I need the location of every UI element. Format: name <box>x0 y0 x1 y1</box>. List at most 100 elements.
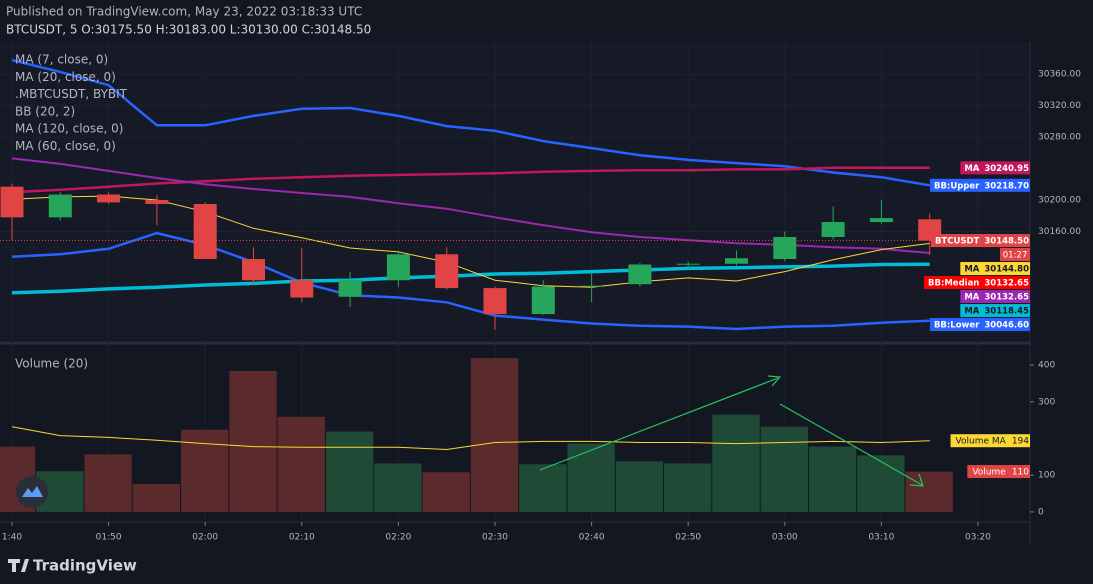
arrow <box>779 403 923 486</box>
volume-bar <box>519 464 567 512</box>
y-tick-label: 30280.00 <box>1038 133 1081 143</box>
volume-bar <box>905 471 953 512</box>
candle-body <box>435 254 459 289</box>
x-tick-label: 02:00 <box>192 533 218 543</box>
price-label-value: 30240.95 <box>984 164 1029 174</box>
price-label-name: BB:Lower <box>934 321 980 331</box>
volume-bar <box>808 446 857 512</box>
price-label-value: 30132.65 <box>984 293 1029 303</box>
volume-bar <box>857 455 905 512</box>
legend-entry: MA (7, close, 0) <box>15 53 108 67</box>
price-label-box <box>929 178 1030 192</box>
price-label-box <box>960 304 1030 318</box>
volume-bar <box>664 463 712 512</box>
x-tick-label: 02:40 <box>579 533 605 543</box>
candle-body <box>386 254 410 281</box>
candle-body <box>0 186 24 218</box>
candle-body <box>725 258 748 264</box>
legend-entry: BB (20, 2) <box>15 104 75 118</box>
volume-tick-label: 0 <box>1038 507 1044 517</box>
price-label-name: MA <box>964 307 979 317</box>
annotations <box>539 375 924 487</box>
price-label-box <box>960 262 1030 276</box>
volume-bar <box>277 416 325 512</box>
candle-body <box>483 288 507 315</box>
volume-label-value: 194 <box>1012 437 1029 447</box>
indicator-line <box>11 262 930 295</box>
price-label-value: 30144.80 <box>984 265 1029 275</box>
legend-entry: MA (120, close, 0) <box>15 122 123 136</box>
x-tick-label: 03:00 <box>772 533 798 543</box>
candle-body <box>97 194 121 203</box>
candle-body <box>869 218 893 223</box>
indicator-line <box>11 231 930 331</box>
x-tick-label: 03:20 <box>965 533 991 543</box>
x-tick-label: 02:10 <box>289 533 315 543</box>
volume-tick-label: 400 <box>1038 361 1055 371</box>
x-tick-label: 02:50 <box>675 533 701 543</box>
candle-body <box>628 264 652 285</box>
indicator-line <box>11 58 930 187</box>
tv-logo <box>8 559 29 572</box>
candle-body <box>242 259 265 281</box>
volume-tick-label: 300 <box>1038 397 1055 407</box>
price-label-box <box>929 318 1030 332</box>
price-label-box <box>930 234 1030 248</box>
price-pane <box>0 42 1030 340</box>
symbol-info: BTCUSDT, 5 O:30175.50 H:30183.00 L:30130… <box>6 23 371 37</box>
y-tick-label: 30320.00 <box>1038 101 1081 111</box>
legend-entry: .MBTCUSDT, BYBIT <box>15 87 128 101</box>
y-tick-label: 30360.00 <box>1038 70 1081 80</box>
price-label-name: BB:Upper <box>934 181 980 191</box>
arrow-head <box>909 473 924 487</box>
x-tick-label: 02:20 <box>385 533 411 543</box>
price-label-value: 30148.50 <box>984 237 1029 247</box>
volume-label-box <box>950 434 1030 448</box>
indicator-line <box>11 166 930 194</box>
legend-entry: MA (60, close, 0) <box>15 139 116 153</box>
brand: TradingView <box>33 557 137 575</box>
plot: 1:40 01:50 02:00 02:10 02:20 02:30 02:40 02:50 0… <box>0 42 1081 543</box>
volume-label-name: Volume <box>972 468 1006 478</box>
candle-body <box>48 194 72 218</box>
volume-bar <box>84 454 132 512</box>
price-label-name: MA <box>964 293 979 303</box>
price-label-value: 30132.65 <box>984 279 1029 289</box>
volume-label-value: 110 <box>1012 468 1029 478</box>
candle-body <box>676 263 700 265</box>
price-label-name: MA <box>964 164 979 174</box>
volume-bar <box>615 461 664 512</box>
published: Published on TradingView.com, May 23, 20… <box>6 5 362 19</box>
volume-bar <box>132 484 181 512</box>
volume-tick-label: 100 <box>1038 471 1055 481</box>
volume-bar <box>470 358 519 512</box>
candle-body <box>193 203 217 260</box>
price-label-name: BTCUSDT <box>935 237 980 247</box>
x-tick-label: 03:10 <box>868 533 894 543</box>
arrow <box>539 377 779 471</box>
logo-badge <box>16 476 48 508</box>
volume-label-name: Volume MA <box>956 437 1007 447</box>
volume-bar <box>422 472 470 512</box>
volume-bar <box>712 414 760 512</box>
x-tick-label: 01:50 <box>96 533 122 543</box>
candle-body <box>773 236 797 260</box>
price-label-value: 30118.45 <box>984 307 1029 317</box>
candle-body <box>580 285 604 287</box>
volume-bar <box>760 426 808 512</box>
volume-ma-line <box>11 426 930 451</box>
volume-bar <box>374 463 422 512</box>
volume-bar <box>229 370 277 512</box>
y-tick-label: 30200.00 <box>1038 196 1081 206</box>
price-label-value: 30046.60 <box>984 321 1029 331</box>
price-label-name: BB:Median <box>928 279 979 289</box>
price-label-value: 30218.70 <box>984 181 1029 191</box>
arrow-head <box>767 375 782 387</box>
volume-label-box <box>967 465 1030 479</box>
countdown: 01:27 <box>1003 251 1028 261</box>
price-label-box <box>960 290 1030 304</box>
countdown-box <box>1000 248 1030 262</box>
legend-entry: MA (20, close, 0) <box>15 70 116 84</box>
y-tick-label: 30160.00 <box>1038 227 1081 237</box>
